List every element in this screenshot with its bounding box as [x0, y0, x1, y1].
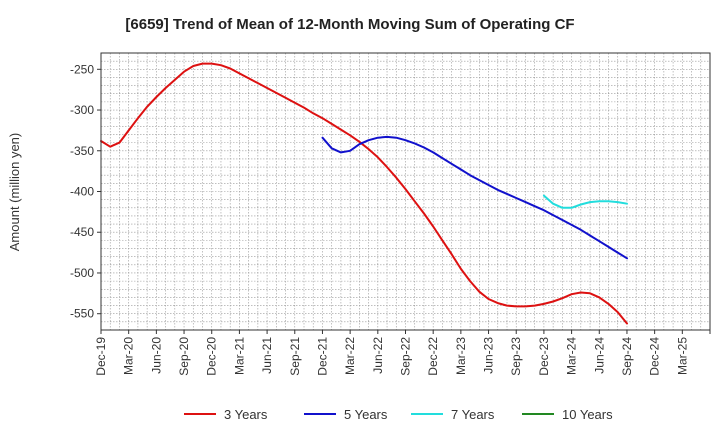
x-tick-label: Mar-21	[232, 337, 246, 375]
y-tick-label: -500	[70, 266, 94, 280]
x-tick-label: Dec-24	[648, 337, 662, 376]
x-tick-label: Sep-22	[399, 337, 413, 376]
y-tick-label: -350	[70, 144, 94, 158]
x-tick-label: Mar-23	[454, 337, 468, 375]
x-tick-label: Sep-24	[620, 337, 634, 376]
y-tick-label: -400	[70, 185, 94, 199]
x-axis-ticks: Dec-19 Mar-20 Jun-20 Sep-20 Dec-20 Mar-21 Jun-…	[94, 330, 711, 376]
series-lines	[100, 62, 628, 325]
legend-label: 10 Years	[562, 407, 613, 422]
x-tick-label: Sep-23	[509, 337, 523, 376]
legend-label: 5 Years	[344, 407, 388, 422]
chart-title: [6659] Trend of Mean of 12-Month Moving …	[125, 16, 574, 33]
x-tick-label: Mar-20	[122, 337, 136, 375]
x-tick-label: Dec-23	[537, 337, 551, 376]
x-tick-label: Jun-23	[482, 337, 496, 374]
series-line-3-years	[100, 62, 628, 325]
x-tick-label: Jun-20	[149, 337, 163, 374]
y-tick-label: -300	[70, 103, 94, 117]
x-tick-label: Dec-22	[426, 337, 440, 376]
x-tick-label: Dec-21	[315, 337, 329, 376]
y-axis-ticks: -250 -300 -350 -400 -450 -500 -550	[70, 62, 101, 321]
x-tick-label: Sep-20	[177, 337, 191, 376]
series-line-7-years	[542, 194, 628, 209]
x-tick-label: Jun-22	[371, 337, 385, 374]
x-tick-label: Dec-19	[94, 337, 108, 376]
x-tick-label: Sep-21	[288, 337, 302, 376]
legend-label: 7 Years	[451, 407, 495, 422]
series-line-5-years	[321, 135, 628, 260]
y-axis-label: Amount (million yen)	[7, 133, 22, 252]
y-tick-label: -550	[70, 307, 94, 321]
x-tick-label: Dec-20	[205, 337, 219, 376]
x-tick-label: Mar-22	[343, 337, 357, 375]
x-tick-label: Jun-24	[592, 337, 606, 374]
x-tick-label: Mar-25	[675, 337, 689, 375]
x-tick-label: Mar-24	[565, 337, 579, 375]
grid	[100, 52, 711, 331]
x-tick-label: Jun-21	[260, 337, 274, 374]
legend: 3 Years 5 Years 7 Years 10 Years	[184, 407, 613, 422]
y-tick-label: -450	[70, 225, 94, 239]
y-tick-label: -250	[70, 62, 94, 76]
legend-label: 3 Years	[224, 407, 268, 422]
plot-frame	[100, 52, 711, 331]
